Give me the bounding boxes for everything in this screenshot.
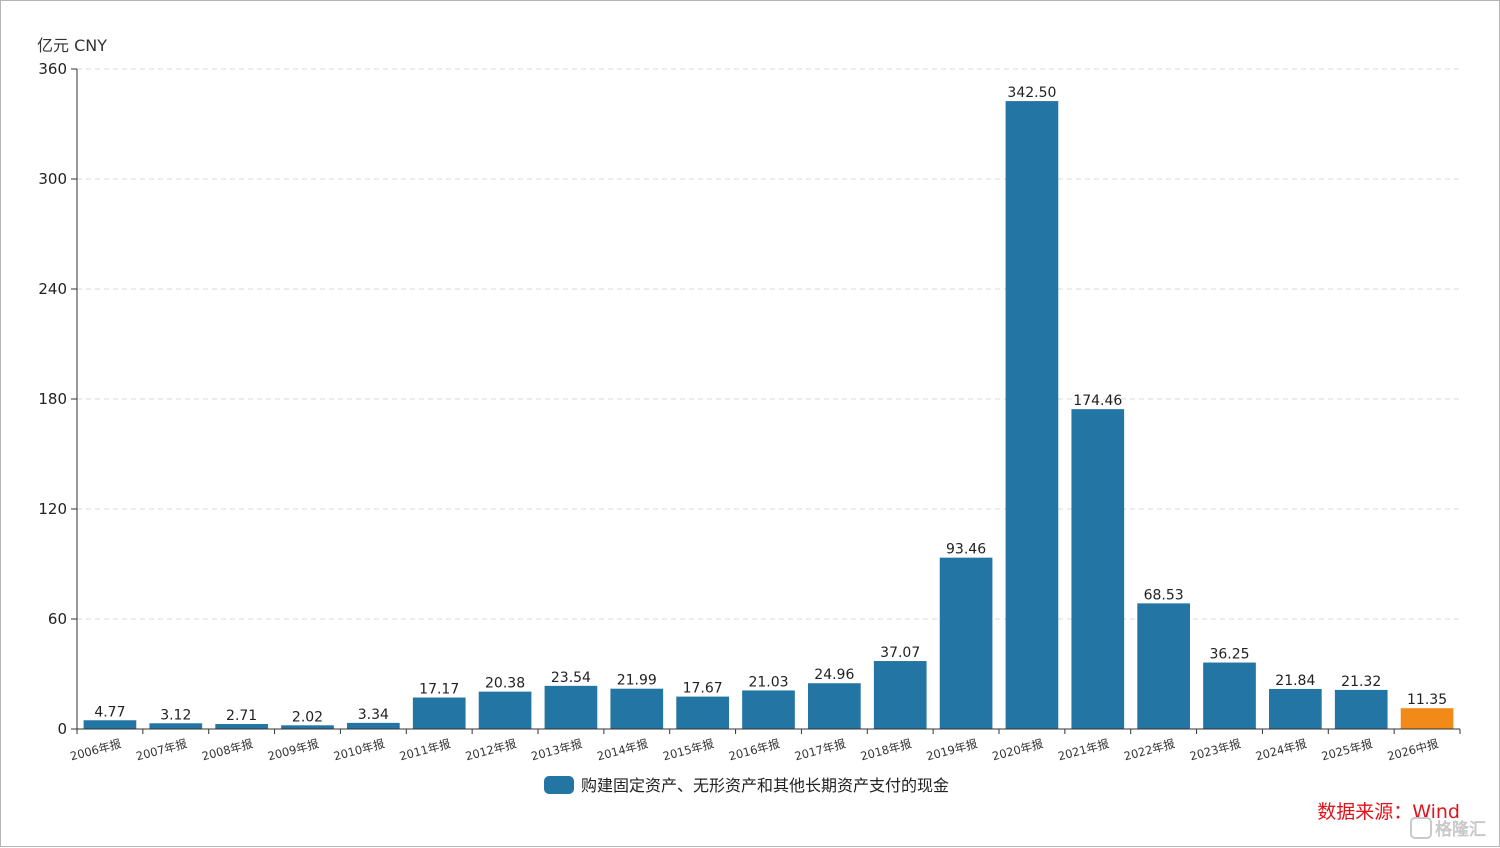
bar-value-label: 21.03 [748, 674, 788, 690]
x-tick-label: 2025年报 [1320, 736, 1375, 763]
x-tick-label: 2013年报 [530, 736, 585, 763]
bar-value-label: 36.25 [1209, 647, 1249, 663]
x-tick-label: 2016年报 [727, 736, 782, 763]
bar-value-label: 17.17 [419, 682, 459, 698]
bar [1005, 101, 1059, 730]
x-tick-label: 2026中报 [1386, 736, 1441, 763]
bar [873, 661, 927, 729]
bar-value-label: 4.77 [94, 704, 125, 720]
bar-value-label: 20.38 [485, 676, 525, 692]
y-tick-label: 240 [38, 280, 67, 298]
bar-value-label: 21.84 [1275, 673, 1315, 689]
watermark-text: 格隆汇 [1435, 819, 1486, 840]
bar [1269, 688, 1322, 729]
data-labels: 4.77 3.12 2.71 2.02 3.34 17.17 20.38 23.54 21.99… [94, 85, 1447, 725]
bar [1137, 603, 1190, 729]
x-tick-label: 2010年报 [332, 736, 387, 763]
x-tick-label: 2007年报 [134, 736, 189, 763]
bar-value-label: 21.32 [1341, 674, 1381, 690]
bar [478, 691, 532, 729]
bar-value-label: 342.50 [1007, 85, 1056, 101]
bar-value-label: 174.46 [1073, 393, 1122, 409]
bar-value-label: 17.67 [683, 681, 723, 697]
bar [412, 697, 466, 729]
x-tick-label: 2024年报 [1254, 736, 1309, 763]
bar-value-label: 2.71 [226, 708, 257, 724]
y-tick-label: 180 [38, 390, 67, 408]
x-tick-label: 2009年报 [266, 736, 321, 763]
x-tick-label: 2014年报 [595, 736, 650, 763]
bar [83, 720, 137, 729]
bar [347, 722, 400, 729]
bar-value-label: 2.02 [292, 709, 323, 725]
y-tick-label: 360 [38, 60, 67, 78]
bar-value-label: 21.99 [617, 673, 657, 689]
y-tick-label: 0 [57, 720, 67, 738]
x-tick-label: 2012年报 [464, 736, 519, 763]
grid-lines [77, 68, 1460, 620]
legend: 购建固定资产、无形资产和其他长期资产支付的现金 [544, 776, 949, 795]
bar [1334, 689, 1388, 729]
bar [742, 690, 795, 729]
x-tick-label: 2017年报 [793, 736, 848, 763]
bar [215, 724, 268, 729]
bar [1400, 708, 1454, 729]
bars [83, 101, 1454, 730]
x-tick-label: 2006年报 [69, 736, 124, 763]
bar [281, 725, 334, 729]
bar [1203, 662, 1256, 729]
bar-value-label: 3.12 [160, 707, 191, 723]
legend-label: 购建固定资产、无形资产和其他长期资产支付的现金 [581, 776, 949, 795]
x-tick-label: 2011年报 [398, 736, 453, 763]
y-axis-unit-label: 亿元 CNY [37, 36, 107, 55]
legend-swatch [544, 776, 574, 794]
bar [808, 683, 861, 729]
bar-value-label: 24.96 [814, 667, 854, 683]
bar-value-label: 68.53 [1144, 587, 1184, 603]
x-tick-label: 2015年报 [661, 736, 716, 763]
x-tick-label: 2020年报 [991, 736, 1046, 763]
bar [610, 688, 664, 729]
x-tick-label: 2018年报 [859, 736, 914, 763]
x-tick-label: 2023年报 [1188, 736, 1243, 763]
x-tick-label: 2008年报 [200, 736, 255, 763]
x-tick-label: 2022年报 [1122, 736, 1177, 763]
y-tick-label: 120 [38, 500, 67, 518]
bar [1071, 409, 1125, 729]
bar [544, 685, 598, 729]
watermark-logo-icon [1410, 817, 1432, 839]
bar [939, 557, 993, 729]
x-tick-label: 2021年报 [1056, 736, 1111, 763]
bar-value-label: 11.35 [1407, 692, 1447, 708]
bar [149, 723, 203, 729]
y-tick-label: 300 [38, 170, 67, 188]
bar-value-label: 23.54 [551, 670, 591, 686]
y-tick-label: 60 [48, 610, 67, 628]
bar-value-label: 37.07 [880, 645, 920, 661]
bar-value-label: 93.46 [946, 542, 986, 558]
watermark: 格隆汇 [1410, 817, 1486, 840]
bar-value-label: 3.34 [358, 707, 389, 723]
bar [676, 696, 729, 729]
x-tick-label: 2019年报 [925, 736, 980, 763]
